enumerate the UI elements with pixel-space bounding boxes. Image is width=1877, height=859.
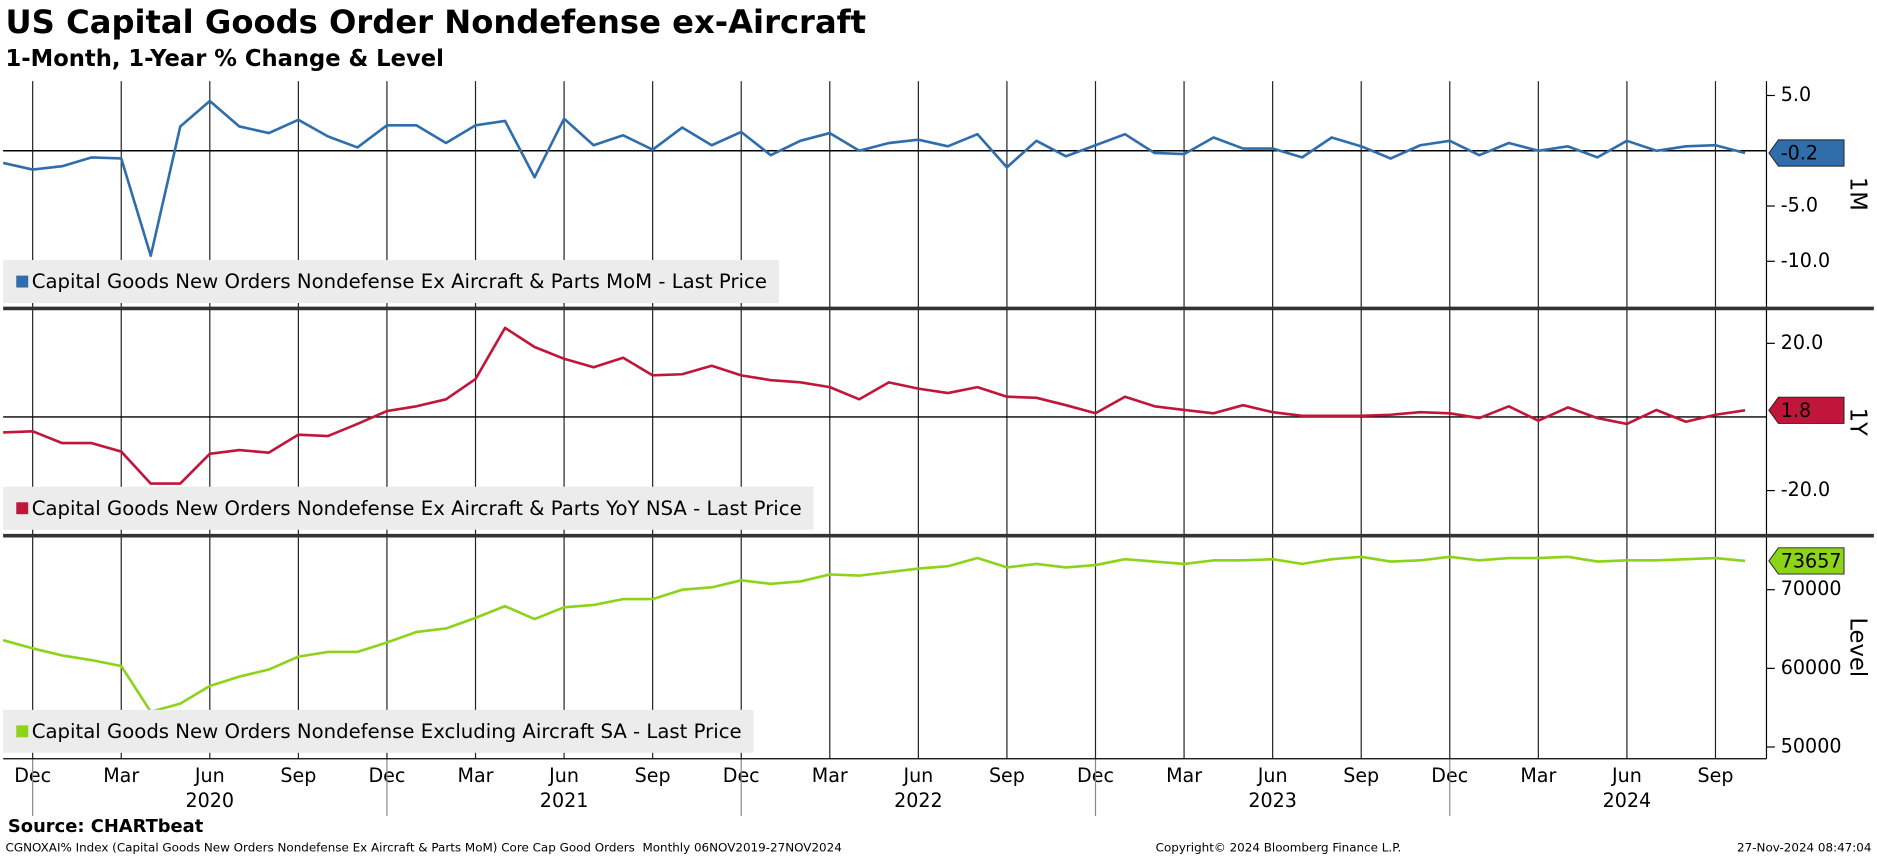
legend-label: Capital Goods New Orders Nondefense Excl…	[32, 720, 742, 743]
data-line	[3, 326, 1746, 485]
x-tick-label: Mar	[1520, 765, 1556, 787]
footer-center: Copyright© 2024 Bloomberg Finance L.P.	[1156, 841, 1402, 855]
x-tick-label: Sep	[989, 765, 1025, 787]
x-year-label: 2021	[540, 790, 589, 812]
legend-swatch	[16, 725, 29, 738]
legend: Capital Goods New Orders Nondefense Ex A…	[3, 486, 814, 530]
title: US Capital Goods Order Nondefense ex-Air…	[6, 3, 867, 41]
x-year-label: 2022	[894, 790, 943, 812]
legend-swatch	[16, 502, 29, 515]
y-axis-label: 1Y	[1845, 408, 1871, 436]
y-axis-label: 1M	[1845, 177, 1871, 211]
y-tick-label: -5.0	[1781, 195, 1818, 217]
x-year-label: 2020	[186, 790, 235, 812]
last-value-label: 73657	[1781, 551, 1842, 573]
x-year-label: 2024	[1603, 790, 1652, 812]
y-tick-label: 70000	[1781, 578, 1842, 600]
legend: Capital Goods New Orders Nondefense Excl…	[3, 709, 754, 753]
x-tick-label: Jun	[1611, 765, 1642, 787]
last-value-badge	[1768, 547, 1845, 575]
y-tick-label: -20.0	[1781, 479, 1830, 501]
x-tick-label: Sep	[1343, 765, 1379, 787]
data-line	[2, 555, 1746, 714]
x-tick-label: Jun	[902, 765, 933, 787]
legend: Capital Goods New Orders Nondefense Ex A…	[3, 260, 779, 304]
subtitle: 1-Month, 1-Year % Change & Level	[6, 46, 444, 72]
x-tick-label: Mar	[458, 765, 494, 787]
y-tick-label: 50000	[1781, 736, 1842, 758]
legend-box	[3, 486, 814, 530]
x-year-label: 2023	[1248, 790, 1297, 812]
last-value-label: -0.2	[1781, 143, 1818, 165]
y-tick-label: 5.0	[1781, 84, 1811, 106]
footer-left: CGNOXAI% Index (Capital Goods New Orders…	[6, 841, 842, 855]
last-value-label: 1.8	[1781, 400, 1811, 422]
y-tick-label: -10.0	[1781, 250, 1830, 272]
x-tick-label: Jun	[194, 765, 225, 787]
x-tick-label: Jun	[1257, 765, 1288, 787]
y-tick-label: 20.0	[1781, 332, 1823, 354]
last-value-badge	[1768, 139, 1845, 167]
x-tick-label: Sep	[1697, 765, 1733, 787]
legend-box	[3, 260, 779, 304]
footer-right: 27-Nov-2024 08:47:04	[1737, 841, 1871, 855]
x-tick-label: Sep	[635, 765, 671, 787]
x-tick-label: Mar	[103, 765, 139, 787]
last-value-badge	[1768, 396, 1845, 424]
legend-swatch	[16, 275, 29, 288]
x-tick-label: Mar	[1166, 765, 1202, 787]
legend-label: Capital Goods New Orders Nondefense Ex A…	[32, 270, 767, 293]
x-tick-label: Mar	[812, 765, 848, 787]
x-tick-label: Sep	[280, 765, 316, 787]
x-tick-label: Jun	[548, 765, 579, 787]
data-line	[2, 99, 1746, 258]
y-tick-label: 60000	[1781, 657, 1842, 679]
source: Source: CHARTbeat	[8, 816, 204, 837]
legend-box	[3, 709, 754, 753]
y-axis-label: Level	[1845, 617, 1871, 677]
legend-label: Capital Goods New Orders Nondefense Ex A…	[32, 497, 802, 520]
